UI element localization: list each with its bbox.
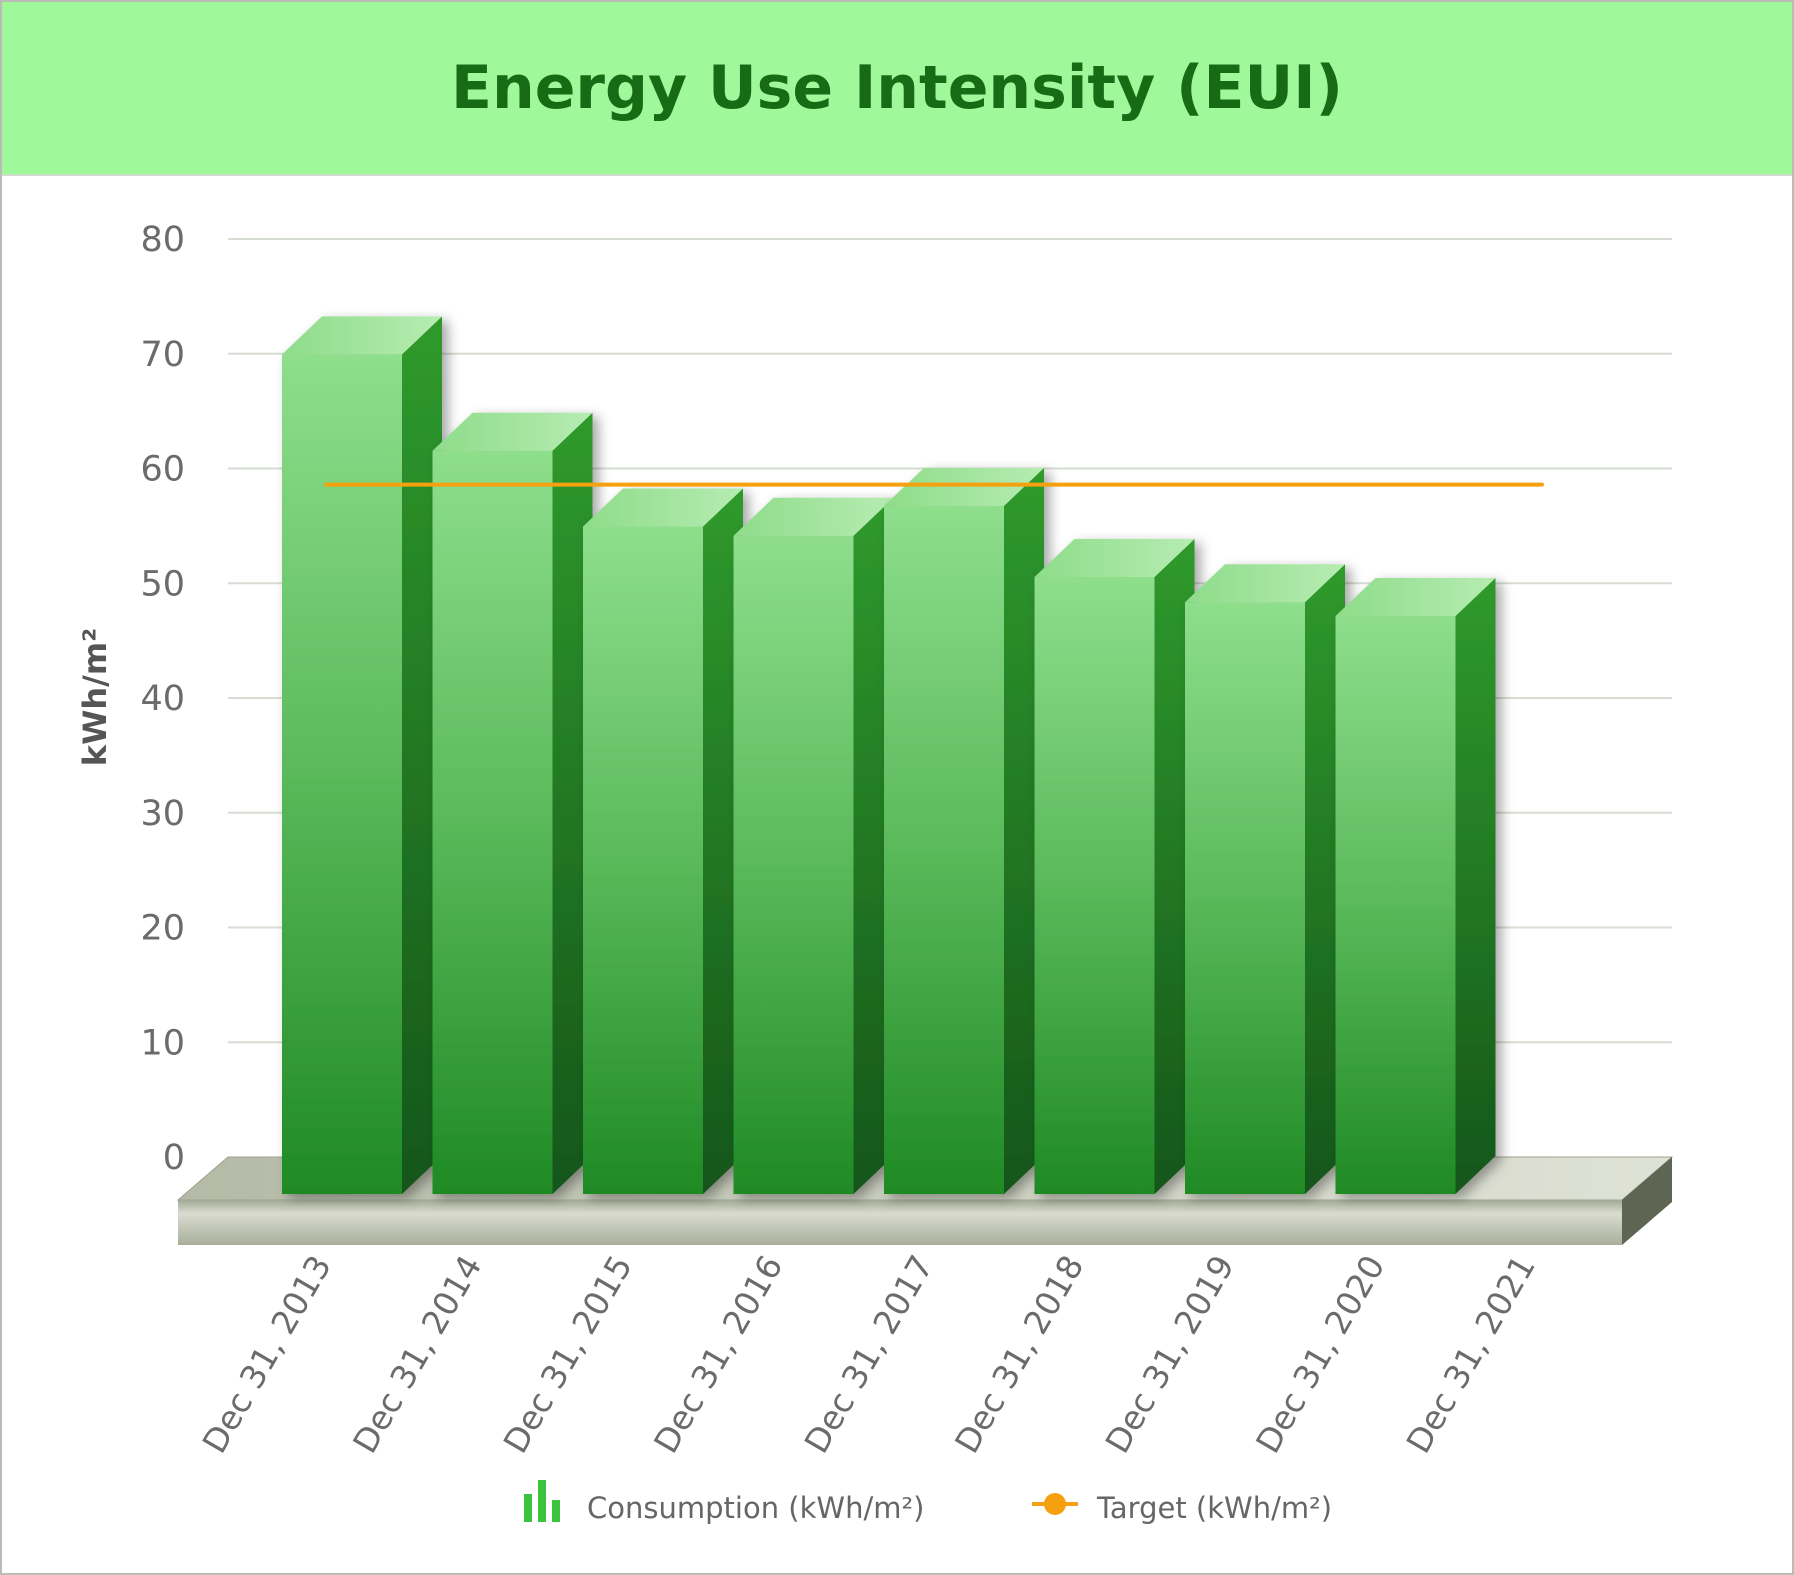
bar-side [1004,467,1044,1194]
y-axis-label: kWh/m² [76,628,114,766]
bar-side [1455,578,1496,1194]
bar-front [1335,616,1456,1194]
y-tick-label: 70 [140,335,185,375]
bar-top [282,316,442,355]
floor-front [178,1200,1622,1245]
bar-top [1185,564,1345,603]
bar-top [1335,578,1496,617]
y-tick-label: 50 [140,564,185,604]
bar-front [282,354,402,1194]
bar-top [733,497,894,536]
floor-side [1622,1157,1672,1245]
y-tick-label: 20 [140,909,185,949]
legend-label-target: Target (kWh/m²) [1096,1491,1332,1525]
x-tick-label: Dec 31, 2017 [796,1249,940,1460]
y-tick-label: 40 [140,679,185,719]
bar[interactable] [733,497,894,1194]
x-tick-label: Dec 31, 2014 [345,1249,489,1460]
bar[interactable] [884,467,1044,1194]
x-tick-label: Dec 31, 2021 [1398,1249,1542,1460]
bar-side [1305,564,1345,1194]
x-axis-ticks: Dec 31, 2013 Dec 31, 2014 Dec 31, 2015 Dec … [194,1249,1542,1460]
bar-side [853,497,894,1194]
legend-label-consumption: Consumption (kWh/m²) [587,1491,924,1525]
bar[interactable] [282,316,442,1194]
legend: Consumption (kWh/m²) Target (kWh/m²) [524,1480,1332,1525]
bar-top [1034,539,1195,578]
legend-item-consumption[interactable]: Consumption (kWh/m²) [524,1480,924,1525]
x-tick-label: Dec 31, 2020 [1248,1249,1392,1460]
bar-side [552,412,593,1194]
y-tick-label: 60 [140,450,185,490]
bar[interactable] [1185,564,1345,1194]
bar[interactable] [432,412,593,1194]
y-tick-label: 10 [140,1023,185,1063]
bar-front [884,505,1004,1194]
bar-top [884,467,1044,506]
bar[interactable] [1335,578,1496,1194]
legend-item-target[interactable]: Target (kWh/m²) [1032,1491,1332,1525]
bar-side [402,316,442,1194]
bar-side [1154,539,1195,1194]
x-tick-label: Dec 31, 2018 [947,1249,1091,1460]
bar-chart-icon [524,1480,560,1522]
y-tick-label: 0 [163,1138,185,1178]
bar-top [432,412,593,451]
chart-header: Energy Use Intensity (EUI) [2,2,1792,176]
x-tick-label: Dec 31, 2013 [194,1249,338,1460]
bar[interactable] [583,488,743,1194]
bar-front [1185,602,1305,1194]
bar-front [733,535,854,1194]
consumption-bars [282,316,1496,1194]
y-tick-label: 80 [140,220,185,260]
y-tick-label: 30 [140,794,185,834]
bar-front [1034,577,1155,1194]
bar-front [583,526,703,1194]
bar-top [583,488,743,527]
x-tick-label: Dec 31, 2016 [646,1249,790,1460]
x-tick-label: Dec 31, 2019 [1097,1249,1241,1460]
chart-title: Energy Use Intensity (EUI) [451,53,1343,123]
line-marker-icon [1032,1493,1078,1515]
y-axis-ticks: 0 10 20 30 40 50 60 70 80 [140,220,185,1178]
bar[interactable] [1034,539,1195,1194]
x-tick-label: Dec 31, 2015 [495,1249,639,1460]
bar-front [432,450,553,1194]
bar-side [703,488,743,1194]
